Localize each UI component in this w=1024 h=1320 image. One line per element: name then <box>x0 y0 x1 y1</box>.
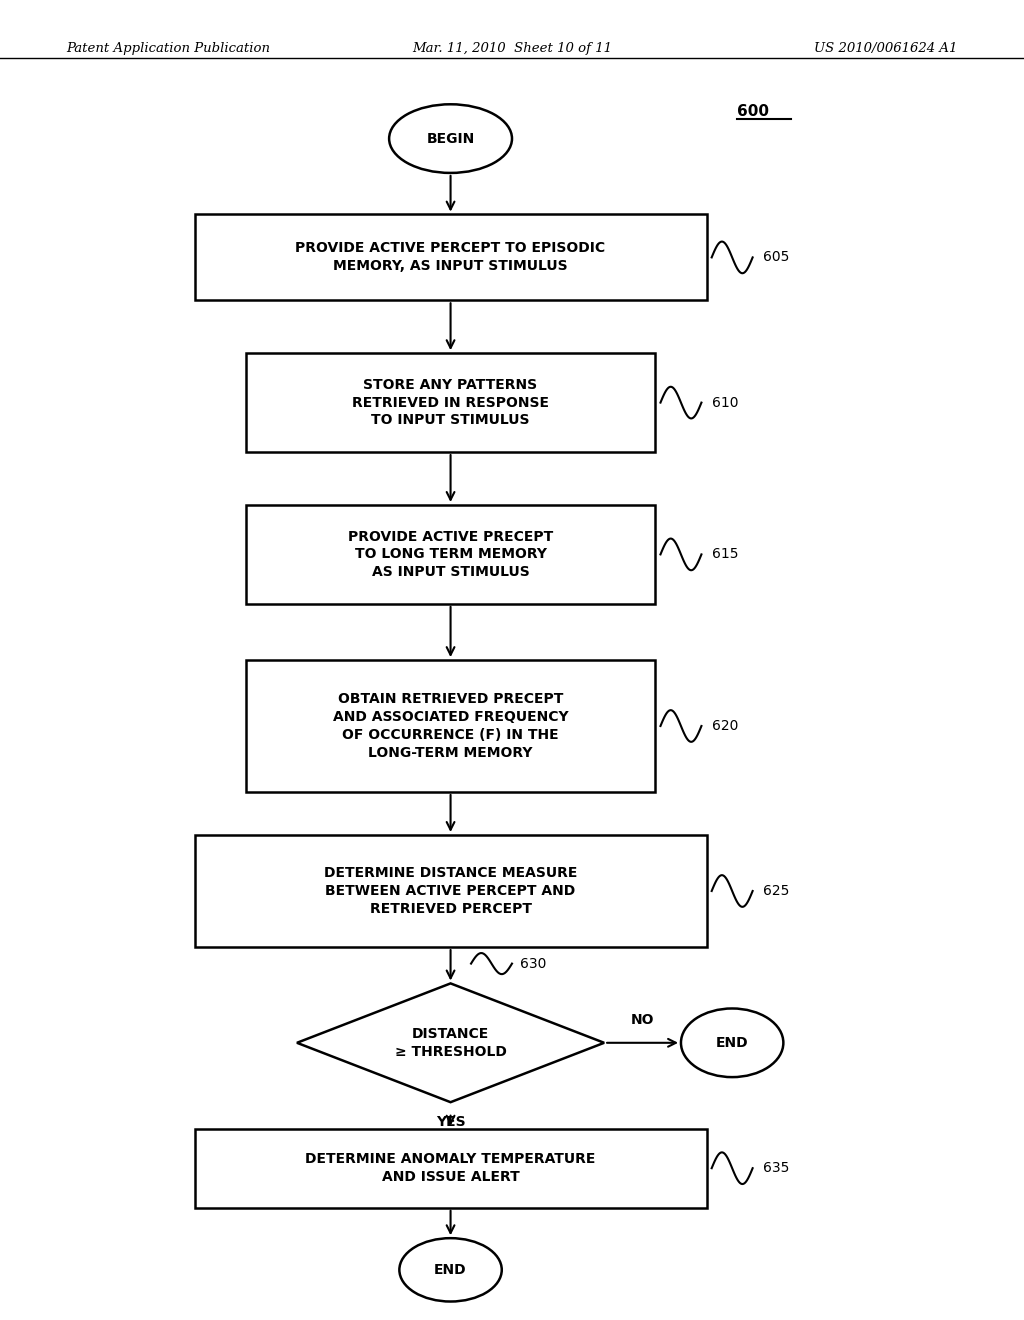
Text: 635: 635 <box>763 1162 790 1175</box>
Text: 610: 610 <box>712 396 738 409</box>
Text: BEGIN: BEGIN <box>426 132 475 145</box>
Text: 625: 625 <box>763 884 790 898</box>
Bar <box>246 506 655 605</box>
Text: END: END <box>434 1263 467 1276</box>
Bar <box>246 660 655 792</box>
Text: 620: 620 <box>712 719 738 733</box>
Text: Mar. 11, 2010  Sheet 10 of 11: Mar. 11, 2010 Sheet 10 of 11 <box>412 42 612 55</box>
Bar <box>195 834 707 948</box>
Text: DISTANCE
≥ THRESHOLD: DISTANCE ≥ THRESHOLD <box>394 1027 507 1059</box>
Text: Patent Application Publication: Patent Application Publication <box>67 42 270 55</box>
Ellipse shape <box>389 104 512 173</box>
Ellipse shape <box>681 1008 783 1077</box>
Text: END: END <box>716 1036 749 1049</box>
Polygon shape <box>297 983 604 1102</box>
Text: DETERMINE ANOMALY TEMPERATURE
AND ISSUE ALERT: DETERMINE ANOMALY TEMPERATURE AND ISSUE … <box>305 1152 596 1184</box>
Ellipse shape <box>399 1238 502 1302</box>
Text: OBTAIN RETRIEVED PRECEPT
AND ASSOCIATED FREQUENCY
OF OCCURRENCE (F) IN THE
LONG-: OBTAIN RETRIEVED PRECEPT AND ASSOCIATED … <box>333 692 568 760</box>
Bar <box>195 1129 707 1208</box>
Text: 600: 600 <box>737 104 769 119</box>
Text: PROVIDE ACTIVE PRECEPT
TO LONG TERM MEMORY
AS INPUT STIMULUS: PROVIDE ACTIVE PRECEPT TO LONG TERM MEMO… <box>348 529 553 579</box>
Text: US 2010/0061624 A1: US 2010/0061624 A1 <box>814 42 957 55</box>
Text: PROVIDE ACTIVE PERCEPT TO EPISODIC
MEMORY, AS INPUT STIMULUS: PROVIDE ACTIVE PERCEPT TO EPISODIC MEMOR… <box>296 242 605 273</box>
Text: 615: 615 <box>712 548 738 561</box>
Text: NO: NO <box>631 1012 654 1027</box>
Text: DETERMINE DISTANCE MEASURE
BETWEEN ACTIVE PERCEPT AND
RETRIEVED PERCEPT: DETERMINE DISTANCE MEASURE BETWEEN ACTIV… <box>324 866 578 916</box>
Text: STORE ANY PATTERNS
RETRIEVED IN RESPONSE
TO INPUT STIMULUS: STORE ANY PATTERNS RETRIEVED IN RESPONSE… <box>352 378 549 428</box>
Text: 605: 605 <box>763 251 790 264</box>
Text: YES: YES <box>436 1115 465 1130</box>
Bar <box>246 354 655 451</box>
Bar <box>195 214 707 300</box>
Text: 630: 630 <box>520 957 547 970</box>
